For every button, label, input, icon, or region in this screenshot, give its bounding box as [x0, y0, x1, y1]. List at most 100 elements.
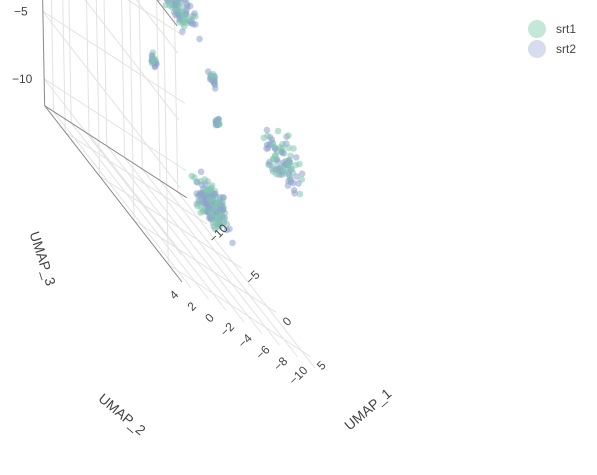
legend-swatch-srt1 — [528, 20, 546, 38]
data-point-srt2[interactable] — [197, 168, 205, 176]
data-point-srt1[interactable] — [278, 144, 286, 152]
data-point-srt2[interactable] — [291, 190, 298, 197]
data-point-srt2[interactable] — [174, 12, 182, 19]
legend-label-srt2: srt2 — [556, 42, 577, 56]
data-point-srt1[interactable] — [192, 13, 199, 20]
data-point-srt2[interactable] — [274, 158, 282, 165]
grid-line-y — [156, 0, 161, 181]
grid-line-x — [129, 0, 135, 221]
data-point-srt1[interactable] — [215, 220, 223, 228]
data-point-srt1[interactable] — [207, 72, 214, 80]
data-point-srt1[interactable] — [212, 205, 219, 212]
data-points[interactable] — [142, 0, 306, 247]
data-point-srt2[interactable] — [181, 0, 188, 3]
x-spine — [44, 105, 183, 283]
legend-swatch-srt2 — [528, 40, 546, 58]
grid-line-z — [42, 11, 181, 188]
x-tick-label: 5 — [314, 358, 329, 373]
data-point-srt2[interactable] — [274, 165, 282, 172]
grid-line-y — [88, 134, 227, 312]
grid-lines — [42, 0, 316, 369]
data-point-srt2[interactable] — [179, 28, 186, 35]
grid-line-z — [42, 10, 186, 104]
data-point-srt1[interactable] — [187, 15, 194, 23]
grid-line-x — [167, 263, 311, 357]
data-point-srt2[interactable] — [293, 154, 300, 161]
data-point-srt2[interactable] — [200, 199, 208, 206]
data-point-srt2[interactable] — [263, 126, 271, 134]
data-point-srt1[interactable] — [165, 0, 172, 3]
y-axis-title: UMAP_2 — [96, 390, 149, 438]
data-point-srt2[interactable] — [192, 21, 199, 28]
y-tick-label: 4 — [167, 287, 182, 302]
data-point-srt1[interactable] — [286, 174, 294, 181]
legend-label-srt1: srt1 — [556, 22, 577, 36]
grid-line-y — [141, 168, 281, 346]
data-point-srt1[interactable] — [181, 13, 189, 20]
data-point-srt2[interactable] — [193, 178, 200, 186]
data-point-srt2[interactable] — [201, 193, 208, 200]
data-point-srt1[interactable] — [290, 145, 297, 152]
data-point-srt1[interactable] — [202, 186, 210, 193]
data-point-srt2[interactable] — [156, 0, 163, 1]
data-point-srt1[interactable] — [285, 160, 293, 167]
data-point-srt2[interactable] — [184, 2, 191, 9]
data-point-srt2[interactable] — [193, 190, 200, 197]
data-point-srt2[interactable] — [264, 144, 272, 152]
grid-line-z — [135, 0, 179, 54]
grid-line-x — [99, 175, 242, 269]
data-point-srt1[interactable] — [269, 155, 277, 162]
data-point-srt2[interactable] — [211, 80, 218, 87]
data-point-srt2[interactable] — [279, 149, 286, 157]
grid-line-y — [159, 180, 298, 358]
data-point-srt2[interactable] — [196, 35, 203, 43]
x-tick-label: −5 — [243, 267, 263, 287]
legend-item-srt2[interactable]: srt2 — [528, 39, 576, 59]
data-point-srt1[interactable] — [260, 134, 268, 142]
data-point-srt2[interactable] — [219, 206, 227, 214]
data-point-srt2[interactable] — [284, 182, 292, 189]
data-point-srt2[interactable] — [212, 119, 220, 126]
data-point-srt1[interactable] — [269, 168, 277, 175]
data-point-srt1[interactable] — [206, 196, 213, 203]
data-point-srt2[interactable] — [298, 170, 306, 177]
grid-line-y — [138, 0, 143, 169]
data-point-srt1[interactable] — [194, 202, 201, 210]
data-point-srt1[interactable] — [285, 132, 292, 139]
data-point-srt2[interactable] — [271, 145, 279, 152]
data-point-srt1[interactable] — [296, 190, 304, 198]
data-point-srt1[interactable] — [201, 176, 208, 183]
data-point-srt2[interactable] — [151, 63, 159, 71]
legend-item-srt1[interactable]: srt1 — [528, 19, 576, 39]
grid-line-z — [43, 78, 187, 172]
grid-line-y — [70, 122, 210, 300]
grid-line-y — [50, 0, 55, 112]
data-point-srt1[interactable] — [148, 56, 156, 64]
y-tick-label: −6 — [253, 342, 273, 362]
data-point-srt1[interactable] — [197, 209, 204, 216]
data-point-srt1[interactable] — [188, 172, 196, 180]
data-point-srt2[interactable] — [205, 214, 213, 222]
legend: srt1 srt2 — [528, 19, 576, 59]
grid-line-y — [106, 145, 245, 323]
data-point-srt2[interactable] — [229, 239, 236, 247]
data-point-srt1[interactable] — [296, 160, 303, 168]
data-point-srt2[interactable] — [268, 136, 276, 143]
data-point-srt1[interactable] — [298, 176, 306, 183]
data-point-srt2[interactable] — [212, 85, 219, 92]
y-tick-label: 2 — [184, 299, 199, 314]
x-axis-title: UMAP_1 — [341, 385, 394, 433]
data-point-srt1[interactable] — [179, 20, 186, 27]
grid-line-y — [173, 0, 179, 192]
grid-line-x — [162, 8, 169, 265]
data-point-srt1[interactable] — [274, 127, 282, 135]
data-point-srt2[interactable] — [283, 140, 290, 147]
data-point-srt2[interactable] — [293, 173, 300, 180]
data-point-srt2[interactable] — [223, 226, 230, 234]
z-spine — [42, 0, 46, 106]
y-tick-label: −4 — [235, 331, 255, 351]
data-point-srt2[interactable] — [171, 1, 179, 9]
z-tick-label: −10 — [12, 72, 33, 86]
grid-line-y — [86, 0, 90, 135]
